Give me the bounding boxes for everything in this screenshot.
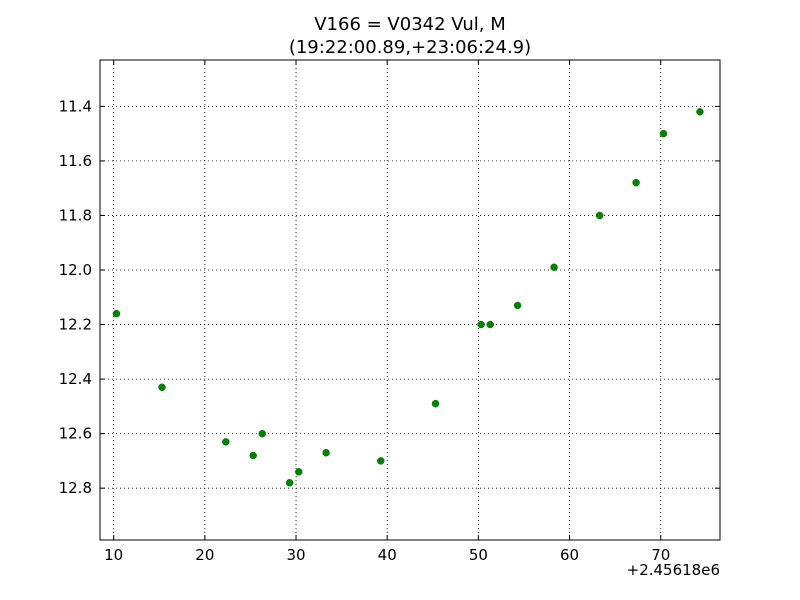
x-tick-label: 20 <box>195 546 214 564</box>
data-point <box>249 451 257 460</box>
data-point <box>477 320 485 329</box>
x-tick-label: 60 <box>560 546 579 564</box>
data-point <box>659 129 668 138</box>
tick-labels: 10 20 30 40 50 60 70 11.4 11.6 11.8 12.0 12.2 12.4 12… <box>59 97 671 564</box>
chart-title: V166 = V0342 Vul, M <box>314 14 506 35</box>
y-tick-label: 12.2 <box>59 316 92 334</box>
data-point <box>258 429 267 438</box>
data-point <box>222 438 230 446</box>
x-tick-label: 30 <box>286 546 305 564</box>
x-tick-label: 50 <box>469 546 488 564</box>
y-tick-label: 11.8 <box>59 206 92 224</box>
grid <box>100 60 720 540</box>
data-point <box>158 383 166 392</box>
y-tick-label: 12.4 <box>59 370 92 388</box>
axis-ticks <box>100 60 720 540</box>
data-point <box>112 309 121 318</box>
data-points <box>112 108 704 487</box>
data-point <box>295 468 303 476</box>
data-point <box>431 399 440 408</box>
y-tick-label: 12.0 <box>59 261 92 279</box>
data-point <box>377 457 385 465</box>
y-tick-label: 11.4 <box>59 97 92 115</box>
data-point <box>285 478 294 487</box>
data-point <box>696 108 704 116</box>
y-tick-label: 11.6 <box>59 152 92 170</box>
y-tick-label: 12.8 <box>59 479 92 497</box>
x-tick-label: 10 <box>104 546 123 564</box>
x-tick-label: 40 <box>378 546 397 564</box>
data-point <box>513 301 522 310</box>
x-tick-label: 70 <box>651 546 670 564</box>
data-point <box>595 211 604 220</box>
data-point <box>486 320 494 329</box>
data-point <box>550 263 558 272</box>
y-tick-label: 12.6 <box>59 425 92 443</box>
plot-area <box>100 60 720 540</box>
data-point <box>322 448 330 457</box>
data-point <box>632 178 640 187</box>
x-offset-label: +2.45618e6 <box>627 561 720 579</box>
plot-frame <box>99 59 721 541</box>
chart-subtitle: (19:22:00.89,+23:06:24.9) <box>289 37 531 58</box>
